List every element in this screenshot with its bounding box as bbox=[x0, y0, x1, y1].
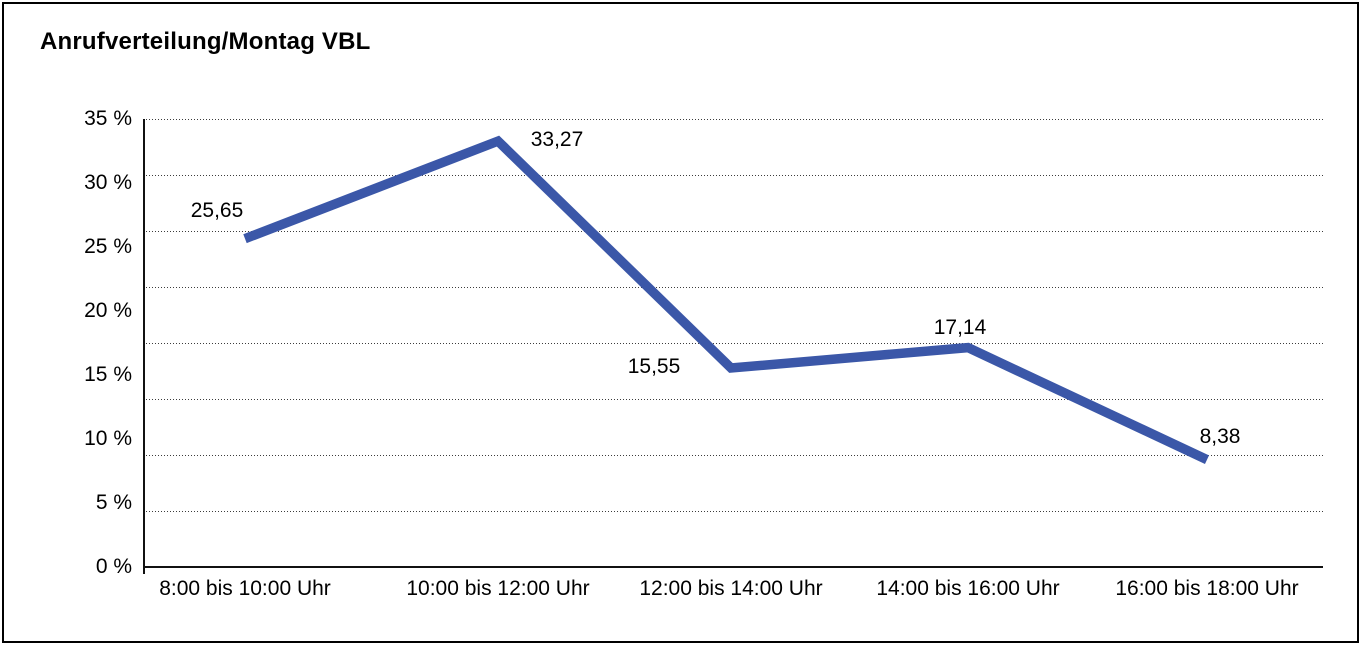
horizontal-gridline bbox=[146, 287, 1323, 288]
chart-title: Anrufverteilung/Montag VBL bbox=[40, 28, 371, 55]
data-line-series bbox=[243, 135, 1210, 465]
horizontal-gridline bbox=[146, 455, 1323, 456]
y-tick-label: 25 % bbox=[84, 235, 132, 258]
x-axis-line bbox=[143, 566, 1323, 568]
data-point-label: 17,14 bbox=[933, 316, 987, 339]
x-category-label: 10:00 bis 12:00 Uhr bbox=[406, 577, 590, 600]
y-tick-label: 20 % bbox=[84, 299, 132, 322]
y-tick-label: 30 % bbox=[84, 171, 132, 194]
y-tick-label: 0 % bbox=[95, 555, 132, 578]
y-tick-label: 10 % bbox=[84, 427, 132, 450]
data-point-label: 33,27 bbox=[530, 128, 584, 151]
data-point-label: 15,55 bbox=[627, 355, 681, 378]
horizontal-gridline bbox=[146, 119, 1323, 120]
y-axis-line bbox=[143, 119, 145, 574]
horizontal-gridline bbox=[146, 343, 1323, 344]
horizontal-gridline bbox=[146, 231, 1323, 232]
data-point-label: 25,65 bbox=[190, 199, 244, 222]
y-tick-label: 5 % bbox=[95, 491, 132, 514]
horizontal-gridline bbox=[146, 399, 1323, 400]
horizontal-gridline bbox=[146, 511, 1323, 512]
y-tick-label: 35 % bbox=[84, 107, 132, 130]
x-category-label: 16:00 bis 18:00 Uhr bbox=[1115, 577, 1299, 600]
data-point-label: 8,38 bbox=[1199, 425, 1241, 448]
x-category-label: 14:00 bis 16:00 Uhr bbox=[876, 577, 1060, 600]
horizontal-gridline bbox=[146, 175, 1323, 176]
x-category-label: 12:00 bis 14:00 Uhr bbox=[639, 577, 823, 600]
y-tick-label: 15 % bbox=[84, 363, 132, 386]
x-category-label: 8:00 bis 10:00 Uhr bbox=[159, 577, 331, 600]
